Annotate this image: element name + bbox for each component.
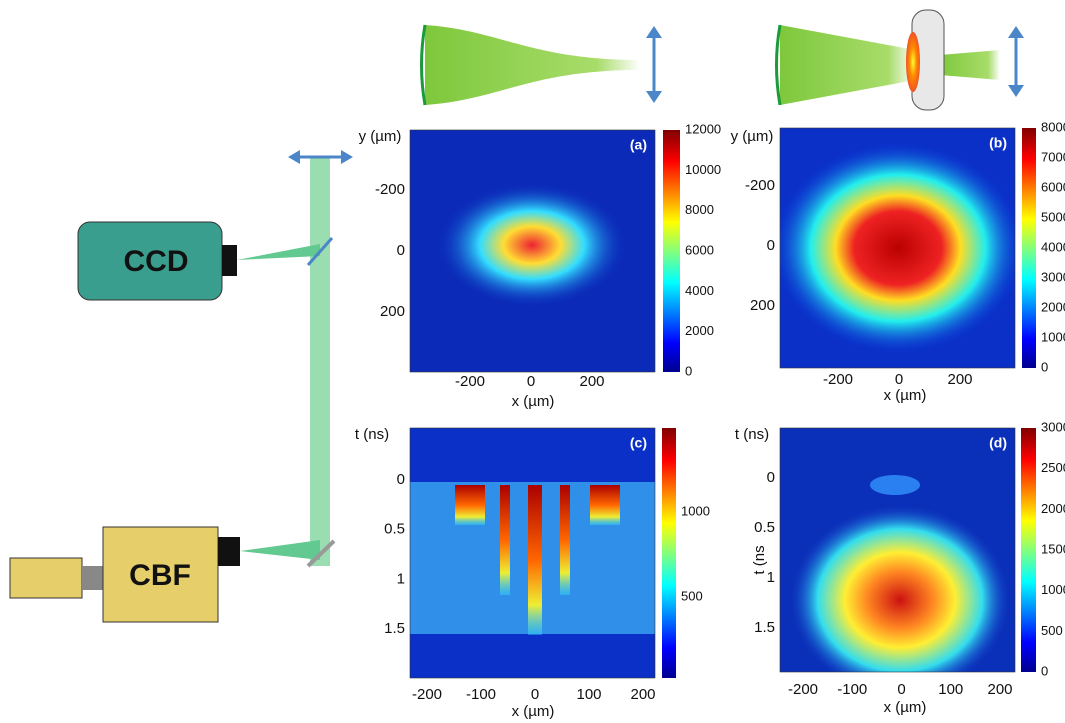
y-tick-label: 200 <box>380 303 405 320</box>
x-tick-label: -200 <box>788 681 818 698</box>
plot-frame <box>779 427 1016 673</box>
colorbar-tick-label: 2000 <box>1041 299 1065 314</box>
x-tick-label: 100 <box>938 681 963 698</box>
colorbar-tick-label: 3000 <box>1041 269 1065 284</box>
colorbar <box>1021 428 1036 672</box>
setup: CCD CBF <box>9 9 1024 623</box>
y-tick-label: 1.5 <box>384 620 405 637</box>
x-tick-label: -200 <box>412 686 442 703</box>
colorbar-tick-label: 2500 <box>1041 460 1065 475</box>
colorbar-tick-label: 500 <box>1041 623 1063 638</box>
x-tick-label: -200 <box>823 371 853 388</box>
heatmap-d <box>780 428 1015 672</box>
y-axis-label: y (µm) <box>359 128 402 145</box>
y-tick-label: 1.5 <box>754 619 775 636</box>
heatmap-c <box>410 428 655 678</box>
colorbar-tick-label: 4000 <box>685 283 714 298</box>
x-tick-label: -100 <box>837 681 867 698</box>
panel-label: (b) <box>989 135 1007 151</box>
panel-label: (c) <box>630 435 647 451</box>
colorbar-tick-label: 2000 <box>1041 501 1065 516</box>
panel-label: (a) <box>630 137 647 153</box>
colorbar-tick-label: 1000 <box>1041 329 1065 344</box>
y-tick-label: 0.5 <box>384 521 405 538</box>
colorbar-tick-label: 1500 <box>1041 541 1065 556</box>
colorbar-tick-label: 0 <box>685 363 692 378</box>
colorbar-tick-label: 6000 <box>1041 179 1065 194</box>
y-axis-label: t (ns) <box>735 426 769 443</box>
y-tick-label: 0 <box>767 469 775 486</box>
plot-frame <box>409 129 656 373</box>
y-tick-label: 0 <box>767 237 775 254</box>
colorbar-tick-label: 0 <box>1041 663 1048 678</box>
y-tick-label: -200 <box>375 181 405 198</box>
y-axis-label: y (µm) <box>731 128 774 145</box>
colorbar-tick-label: 1000 <box>1041 582 1065 597</box>
colorbar-tick-label: 1000 <box>681 503 710 518</box>
heatmap-a <box>410 130 655 372</box>
x-tick-label: 200 <box>579 373 604 390</box>
ccd-label: CCD <box>124 245 189 278</box>
y-tick-label: -200 <box>745 177 775 194</box>
y-tick-label: 0.5 <box>754 519 775 536</box>
heatmap-b <box>780 128 1015 368</box>
colorbar-tick-label: 10000 <box>685 162 721 177</box>
colorbar-tick-label: 7000 <box>1041 149 1065 164</box>
x-tick-label: 0 <box>531 686 539 703</box>
x-tick-label: -100 <box>466 686 496 703</box>
x-axis-label: x (µm) <box>512 393 555 410</box>
y-axis-label: t (ns) <box>355 426 389 443</box>
colorbar-tick-label: 6000 <box>685 242 714 257</box>
x-tick-label: 0 <box>527 373 535 390</box>
panel-label: (d) <box>989 435 1007 451</box>
plot-frame <box>409 427 656 679</box>
x-tick-label: 0 <box>895 371 903 388</box>
y-tick-label: 1 <box>767 569 775 586</box>
colorbar <box>662 428 676 678</box>
colorbar <box>663 130 680 372</box>
x-tick-label: -200 <box>455 373 485 390</box>
colorbar-tick-label: 0 <box>1041 359 1048 374</box>
plot-frame <box>779 127 1016 369</box>
side-label: t (ns <box>751 545 768 574</box>
colorbar-tick-label: 3000 <box>1041 419 1065 434</box>
x-axis-label: x (µm) <box>884 387 927 404</box>
x-tick-label: 200 <box>987 681 1012 698</box>
x-tick-label: 200 <box>947 371 972 388</box>
colorbar-tick-label: 2000 <box>685 323 714 338</box>
x-axis-label: x (µm) <box>512 703 555 720</box>
x-axis-label: x (µm) <box>884 699 927 716</box>
x-tick-label: 200 <box>630 686 655 703</box>
cbf-label: CBF <box>129 559 191 592</box>
y-tick-label: 0 <box>397 242 405 259</box>
colorbar-tick-label: 500 <box>681 588 703 603</box>
colorbar-tick-label: 5000 <box>1041 209 1065 224</box>
colorbar <box>1022 128 1036 368</box>
y-tick-label: 1 <box>397 570 405 587</box>
colorbar-tick-label: 12000 <box>685 121 721 136</box>
colorbar-tick-label: 8000 <box>685 202 714 217</box>
x-tick-label: 100 <box>576 686 601 703</box>
colorbar-tick-label: 8000 <box>1041 119 1065 134</box>
colorbar-tick-label: 4000 <box>1041 239 1065 254</box>
y-tick-label: 200 <box>750 297 775 314</box>
y-tick-label: 0 <box>397 471 405 488</box>
x-tick-label: 0 <box>897 681 905 698</box>
